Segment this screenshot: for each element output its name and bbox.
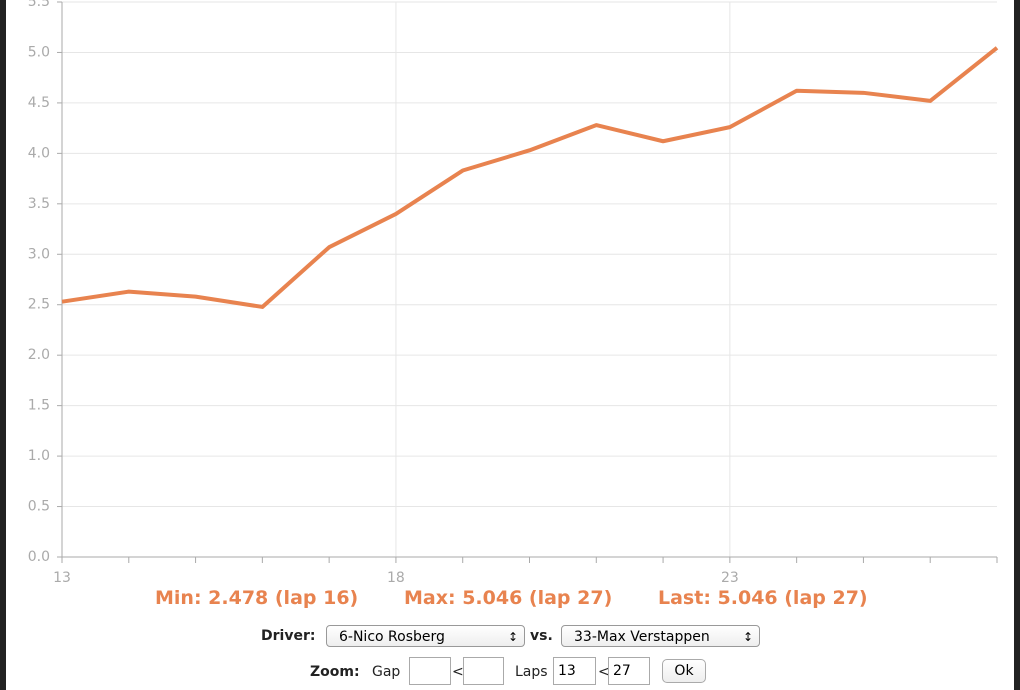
laps-lt: < — [598, 664, 610, 680]
x-tick-label: 23 — [721, 570, 739, 586]
laps-to-input[interactable]: 27 — [608, 657, 650, 685]
laps-label: Laps — [515, 664, 548, 680]
y-tick-label: 5.5 — [28, 0, 50, 10]
y-tick-label: 2.0 — [28, 347, 50, 363]
zoom-label: Zoom: — [310, 664, 360, 680]
y-tick-label: 1.0 — [28, 448, 50, 464]
x-tick-label: 18 — [387, 570, 405, 586]
stat-min: Min: 2.478 (lap 16) — [155, 587, 359, 609]
gap-lt: < — [452, 664, 464, 680]
y-tick-label: 4.0 — [28, 145, 50, 161]
stat-max: Max: 5.046 (lap 27) — [404, 587, 613, 609]
gap-min-input[interactable] — [409, 657, 451, 685]
y-tick-label: 0.5 — [28, 499, 50, 515]
gap-label: Gap — [372, 664, 401, 680]
y-tick-label: 4.5 — [28, 95, 50, 111]
y-tick-label: 3.0 — [28, 246, 50, 262]
y-tick-label: 2.5 — [28, 297, 50, 313]
x-tick-label: 13 — [53, 570, 71, 586]
vs-label: vs. — [530, 628, 553, 644]
driver1-select[interactable]: 6-Nico Rosberg — [326, 625, 525, 648]
driver-label: Driver: — [261, 628, 316, 644]
gap-max-input[interactable] — [463, 657, 504, 685]
y-tick-label: 0.0 — [28, 549, 50, 565]
ok-button[interactable]: Ok — [662, 659, 706, 683]
laps-from-input[interactable]: 13 — [553, 657, 596, 685]
y-tick-label: 1.5 — [28, 398, 50, 414]
driver2-select[interactable]: 33-Max Verstappen — [561, 625, 760, 648]
stat-last: Last: 5.046 (lap 27) — [658, 587, 868, 609]
y-tick-label: 3.5 — [28, 196, 50, 212]
y-tick-label: 5.0 — [28, 44, 50, 60]
data-line — [61, 46, 999, 309]
